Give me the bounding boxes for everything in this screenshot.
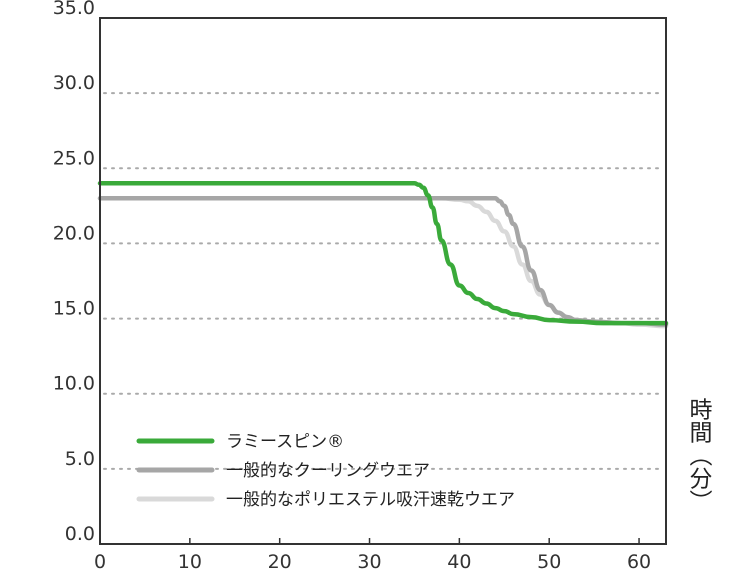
plot-frame — [99, 17, 667, 545]
series-lines — [97, 181, 669, 329]
x-tick-label: 20 — [268, 551, 292, 573]
x-tick-label: 10 — [178, 551, 202, 573]
x-tick-label: 40 — [447, 551, 471, 573]
legend-label: 一般的なクーリングウエア — [226, 461, 430, 481]
legend-label: ラミースピン® — [226, 432, 344, 452]
y-tick-label: 30.0 — [53, 72, 95, 94]
x-axis-title: 時間（分） — [685, 398, 713, 513]
series-line-1 — [97, 196, 669, 327]
x-tick-label: 30 — [357, 551, 381, 573]
y-tick-label: 25.0 — [53, 147, 95, 169]
y-tick-label: 15.0 — [53, 298, 95, 320]
y-tick-label: 35.0 — [53, 0, 95, 19]
y-tick-label: 10.0 — [53, 373, 95, 395]
x-tick-label: 0 — [94, 551, 106, 573]
y-tick-label: 5.0 — [65, 448, 95, 470]
series-line-2 — [97, 181, 669, 326]
legend-label: 一般的なポリエステル吸汗速乾ウエア — [226, 490, 515, 510]
series-line-0 — [97, 196, 669, 329]
y-tick-label: 20.0 — [53, 222, 95, 244]
y-axis-ticks: 0.0 5.0 10.0 15.0 20.0 25.0 30.0 35.0 — [53, 0, 95, 545]
x-tick-label: 60 — [627, 551, 651, 573]
grid — [103, 92, 665, 470]
y-tick-label: 0.0 — [65, 523, 95, 545]
x-axis-ticks: 0 10 20 30 40 50 60 — [94, 538, 651, 573]
x-tick-label: 50 — [537, 551, 561, 573]
